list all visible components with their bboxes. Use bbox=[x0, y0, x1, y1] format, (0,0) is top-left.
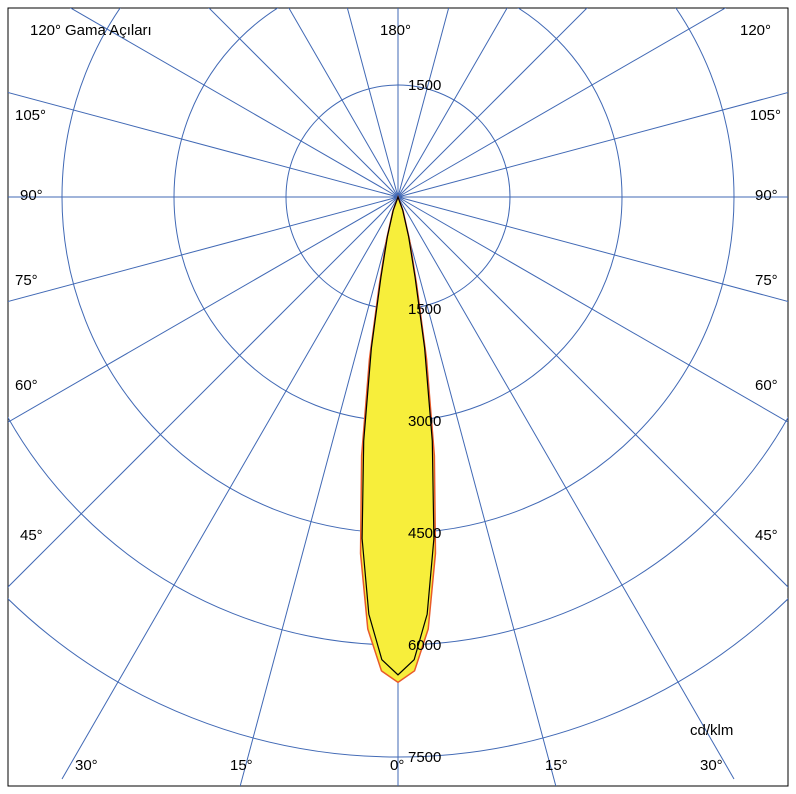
angle-label: 45° bbox=[20, 527, 43, 544]
angle-label: 30° bbox=[75, 757, 98, 774]
ring-label-upper: 1500 bbox=[408, 77, 441, 94]
angle-label: 180° bbox=[380, 22, 411, 39]
unit-label: cd/klm bbox=[690, 722, 733, 739]
angle-label: 60° bbox=[755, 377, 778, 394]
angle-label: 105° bbox=[750, 107, 781, 124]
angle-label: 90° bbox=[20, 187, 43, 204]
angle-label: 120° bbox=[30, 22, 61, 39]
angle-label: 105° bbox=[15, 107, 46, 124]
ring-label: 7500 bbox=[408, 749, 441, 766]
ring-label: 3000 bbox=[408, 413, 441, 430]
angle-label: 30° bbox=[700, 757, 723, 774]
angle-label: 75° bbox=[15, 272, 38, 289]
ring-label: 6000 bbox=[408, 637, 441, 654]
angle-label: 15° bbox=[230, 757, 253, 774]
angle-label: 90° bbox=[755, 187, 778, 204]
angle-label: 45° bbox=[755, 527, 778, 544]
ring-label: 4500 bbox=[408, 525, 441, 542]
ring-label: 1500 bbox=[408, 301, 441, 318]
angle-label: 60° bbox=[15, 377, 38, 394]
polar-chart-container: 1500 3000 4500 6000 7500 1500 Gama Açıları cd/k… bbox=[0, 0, 796, 794]
angle-label: 15° bbox=[545, 757, 568, 774]
angle-label: 75° bbox=[755, 272, 778, 289]
angle-label: 0° bbox=[390, 757, 404, 774]
chart-title: Gama Açıları bbox=[65, 22, 152, 39]
polar-chart-svg: 1500 3000 4500 6000 7500 1500 Gama Açıları cd/k… bbox=[0, 0, 796, 794]
angle-label: 120° bbox=[740, 22, 771, 39]
